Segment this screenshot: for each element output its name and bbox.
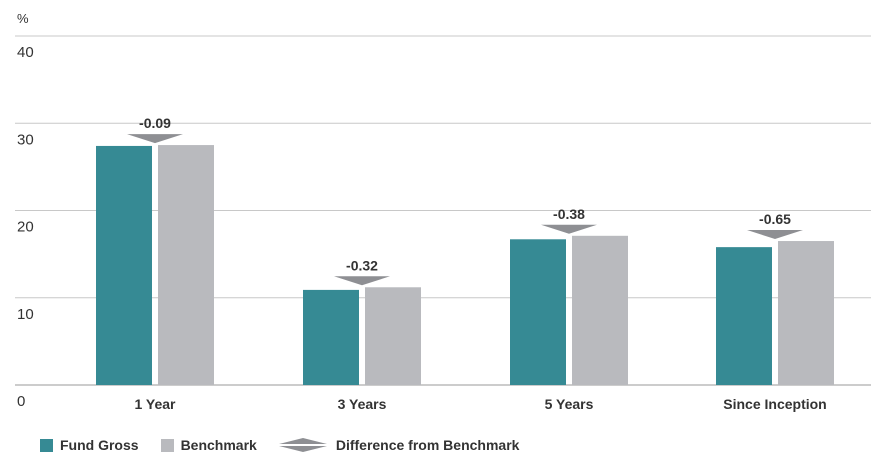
y-tick-label: 10: [17, 306, 34, 323]
difference-marker: [127, 134, 183, 144]
y-tick-label: 40: [17, 44, 34, 61]
bar-chart: 0 10 20 30 40 -0.09 -0.32 -0.38 -0.65 1 Year 3 Y…: [15, 11, 871, 412]
y-unit-label: %: [17, 11, 29, 26]
y-tick-label: 30: [17, 131, 34, 148]
legend: Fund Gross Benchmark Difference from Ben…: [40, 437, 541, 453]
legend-label-fund-gross: Fund Gross: [60, 437, 139, 453]
legend-label-benchmark: Benchmark: [180, 437, 257, 453]
legend-item-benchmark: Benchmark: [160, 437, 257, 453]
difference-marker-icon: [278, 438, 327, 452]
difference-marker: [747, 230, 803, 240]
difference-label: -0.09: [139, 115, 171, 131]
bar-benchmark: [778, 241, 834, 385]
legend-item-difference: Difference from Benchmark: [278, 437, 520, 453]
x-category-label: 1 Year: [134, 396, 176, 412]
x-category-label: 5 Years: [545, 396, 594, 412]
difference-marker: [334, 276, 390, 286]
legend-label-difference: Difference from Benchmark: [335, 437, 520, 453]
bar-fund-gross: [303, 289, 359, 385]
bar-benchmark: [572, 235, 628, 385]
difference-label: -0.65: [759, 211, 791, 227]
bar-fund-gross: [716, 247, 772, 385]
legend-swatch-benchmark: [160, 438, 174, 452]
legend-swatch-fund-gross: [40, 438, 53, 452]
legend-item-fund-gross: Fund Gross: [40, 437, 139, 453]
x-category-label: 3 Years: [338, 396, 387, 412]
y-tick-label: 0: [17, 393, 25, 410]
bar-benchmark: [158, 145, 214, 385]
y-tick-label: 20: [17, 219, 34, 236]
x-category-label: Since Inception: [723, 396, 826, 412]
bar-fund-gross: [96, 145, 152, 385]
bar-benchmark: [365, 287, 421, 385]
difference-marker: [541, 224, 597, 234]
difference-label: -0.32: [346, 257, 378, 273]
difference-label: -0.38: [553, 206, 585, 222]
bar-fund-gross: [510, 239, 566, 385]
